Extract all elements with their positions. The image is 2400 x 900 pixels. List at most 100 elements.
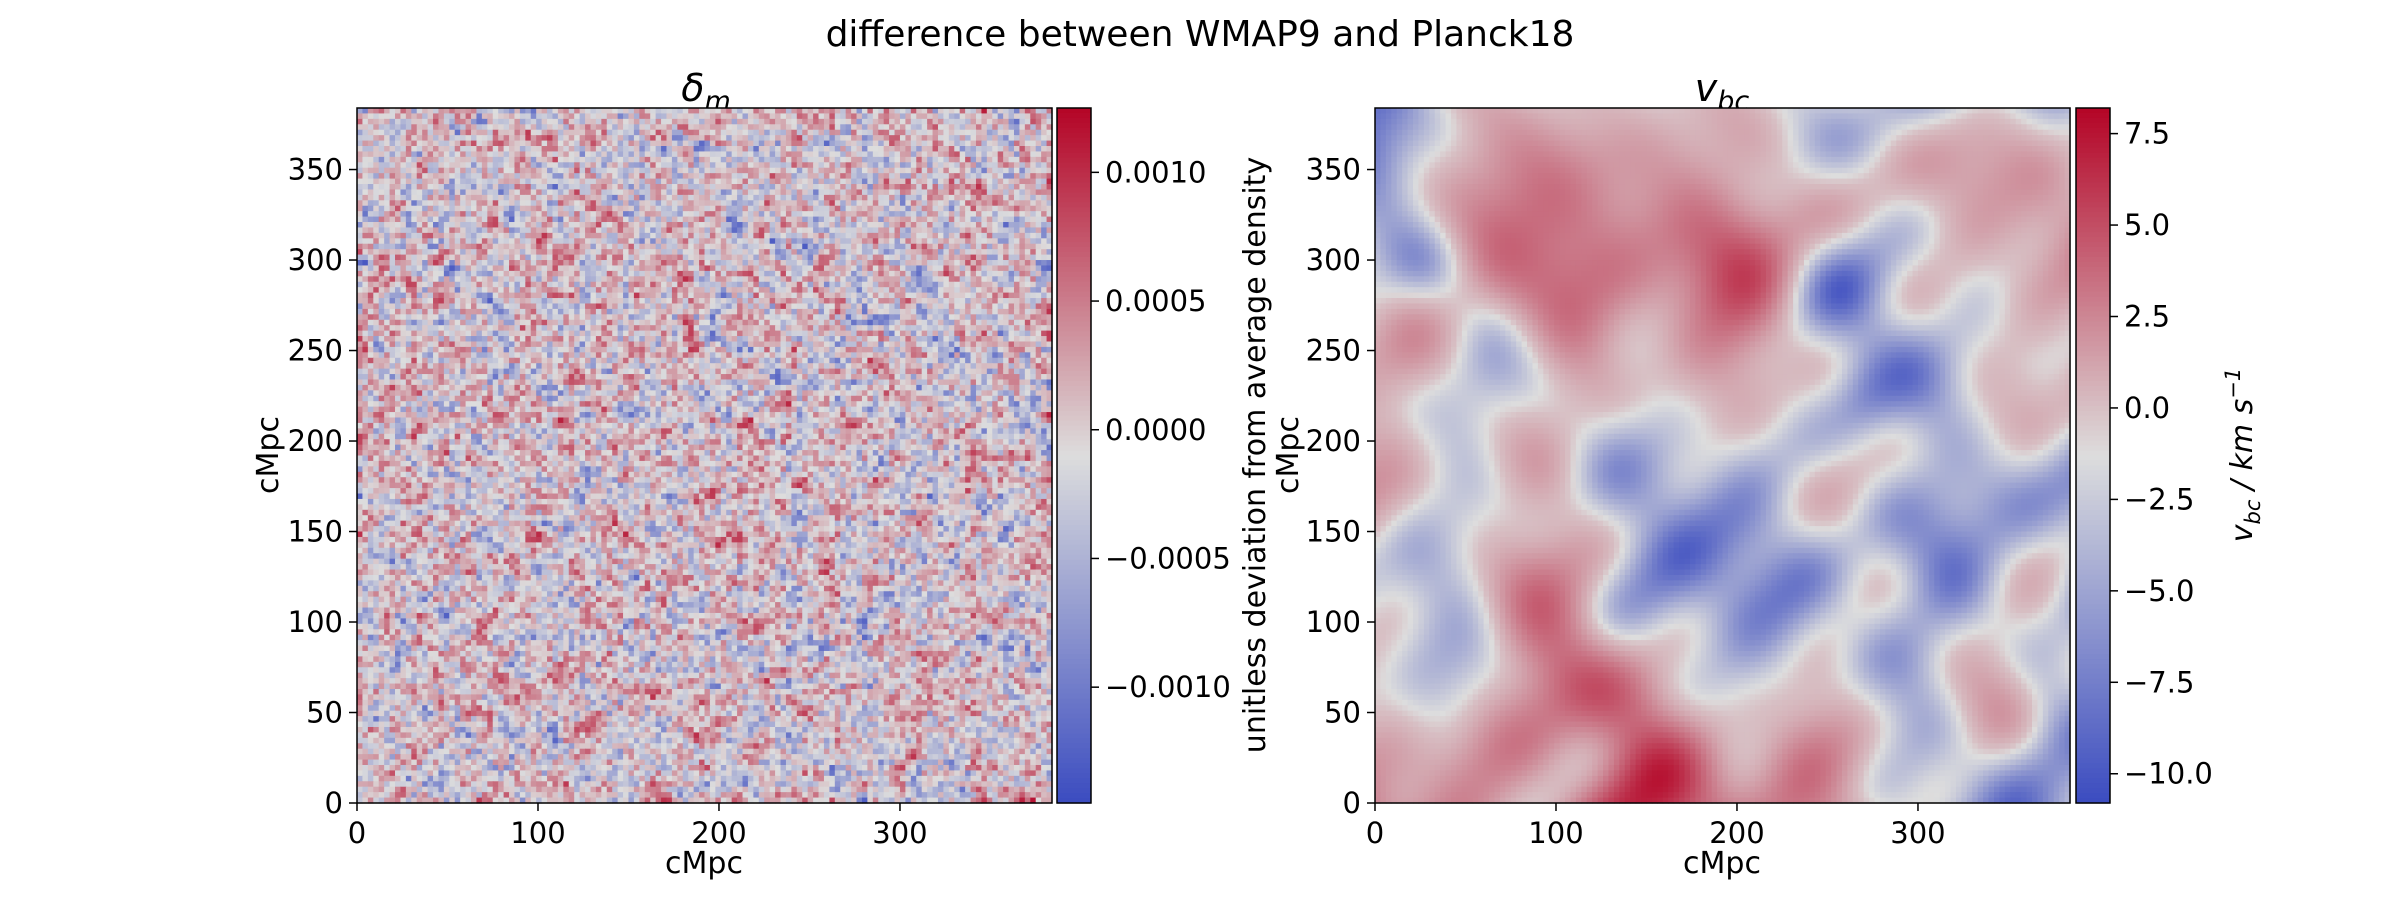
heatmap-cell	[829, 206, 835, 212]
heatmap-cell	[650, 162, 656, 168]
heatmap-cell	[438, 151, 444, 157]
heatmap-cell	[406, 141, 412, 147]
heatmap-cell	[417, 249, 423, 255]
heatmap-cell	[547, 189, 553, 195]
heatmap-cell	[824, 276, 830, 282]
heatmap-cell	[466, 244, 472, 250]
heatmap-cell	[493, 168, 499, 174]
heatmap-cell	[444, 157, 450, 163]
heatmap-cell	[433, 271, 439, 277]
heatmap-cell	[835, 206, 841, 212]
heatmap-cell	[911, 124, 917, 130]
heatmap-cell	[819, 200, 825, 206]
heatmap-cell	[677, 303, 683, 309]
heatmap-cell	[618, 211, 624, 217]
heatmap-cell	[493, 130, 499, 136]
heatmap-cell	[362, 179, 368, 185]
heatmap-cell	[1030, 173, 1036, 179]
heatmap-cell	[417, 238, 423, 244]
heatmap-cell	[666, 141, 672, 147]
heatmap-cell	[531, 162, 537, 168]
heatmap-cell	[732, 189, 738, 195]
heatmap-cell	[895, 314, 901, 320]
heatmap-cell	[862, 227, 868, 233]
heatmap-cell	[406, 265, 412, 271]
heatmap-cell	[417, 271, 423, 277]
heatmap-cell	[569, 249, 575, 255]
heatmap-cell	[916, 119, 922, 125]
heatmap-cell	[639, 146, 645, 152]
heatmap-cell	[542, 217, 548, 223]
heatmap-cell	[998, 249, 1004, 255]
heatmap-cell	[721, 200, 727, 206]
heatmap-cell	[916, 200, 922, 206]
heatmap-cell	[694, 222, 700, 228]
heatmap-cell	[922, 227, 928, 233]
heatmap-cell	[981, 173, 987, 179]
heatmap-cell	[384, 314, 390, 320]
heatmap-cell	[574, 303, 580, 309]
heatmap-cell	[628, 179, 634, 185]
heatmap-cell	[889, 173, 895, 179]
heatmap-cell	[542, 151, 548, 157]
heatmap-cell	[884, 298, 890, 304]
heatmap-cell	[509, 119, 515, 125]
heatmap-cell	[889, 162, 895, 168]
heatmap-cell	[650, 314, 656, 320]
heatmap-cell	[895, 189, 901, 195]
heatmap-cell	[531, 276, 537, 282]
heatmap-cell	[981, 141, 987, 147]
heatmap-cell	[900, 124, 906, 130]
heatmap-cell	[509, 124, 515, 130]
heatmap-cell	[976, 124, 982, 130]
heatmap-cell	[677, 200, 683, 206]
heatmap-cell	[1025, 113, 1031, 119]
heatmap-cell	[965, 195, 971, 201]
heatmap-cell	[753, 168, 759, 174]
heatmap-cell	[677, 260, 683, 266]
heatmap-cell	[536, 200, 542, 206]
heatmap-cell	[634, 124, 640, 130]
heatmap-cell	[438, 135, 444, 141]
heatmap-cell	[482, 184, 488, 190]
heatmap-cell	[552, 255, 558, 261]
heatmap-cell	[395, 151, 401, 157]
heatmap-cell	[449, 255, 455, 261]
heatmap-cell	[406, 119, 412, 125]
heatmap-cell	[455, 265, 461, 271]
heatmap-cell	[422, 244, 428, 250]
heatmap-cell	[835, 146, 841, 152]
heatmap-cell	[438, 265, 444, 271]
heatmap-cell	[954, 227, 960, 233]
heatmap-cell	[791, 130, 797, 136]
heatmap-cell	[813, 233, 819, 239]
heatmap-cell	[688, 168, 694, 174]
heatmap-cell	[1003, 265, 1009, 271]
heatmap-cell	[797, 108, 803, 114]
heatmap-cell	[569, 282, 575, 288]
heatmap-cell	[710, 141, 716, 147]
heatmap-cell	[493, 189, 499, 195]
heatmap-cell	[645, 206, 651, 212]
heatmap-cell	[596, 211, 602, 217]
heatmap-cell	[802, 157, 808, 163]
heatmap-cell	[791, 227, 797, 233]
heatmap-cell	[645, 189, 651, 195]
heatmap-cell	[384, 189, 390, 195]
heatmap-cell	[998, 222, 1004, 228]
heatmap-cell	[1009, 303, 1015, 309]
heatmap-cell	[781, 124, 787, 130]
heatmap-cell	[476, 162, 482, 168]
heatmap-cell	[688, 222, 694, 228]
heatmap-cell	[998, 146, 1004, 152]
heatmap-cell	[476, 276, 482, 282]
heatmap-cell	[563, 124, 569, 130]
heatmap-cell	[455, 217, 461, 223]
heatmap-cell	[460, 309, 466, 315]
heatmap-cell	[531, 309, 537, 315]
heatmap-cell	[927, 162, 933, 168]
heatmap-cell	[759, 314, 765, 320]
heatmap-cell	[905, 233, 911, 239]
heatmap-cell	[433, 233, 439, 239]
heatmap-cell	[715, 265, 721, 271]
